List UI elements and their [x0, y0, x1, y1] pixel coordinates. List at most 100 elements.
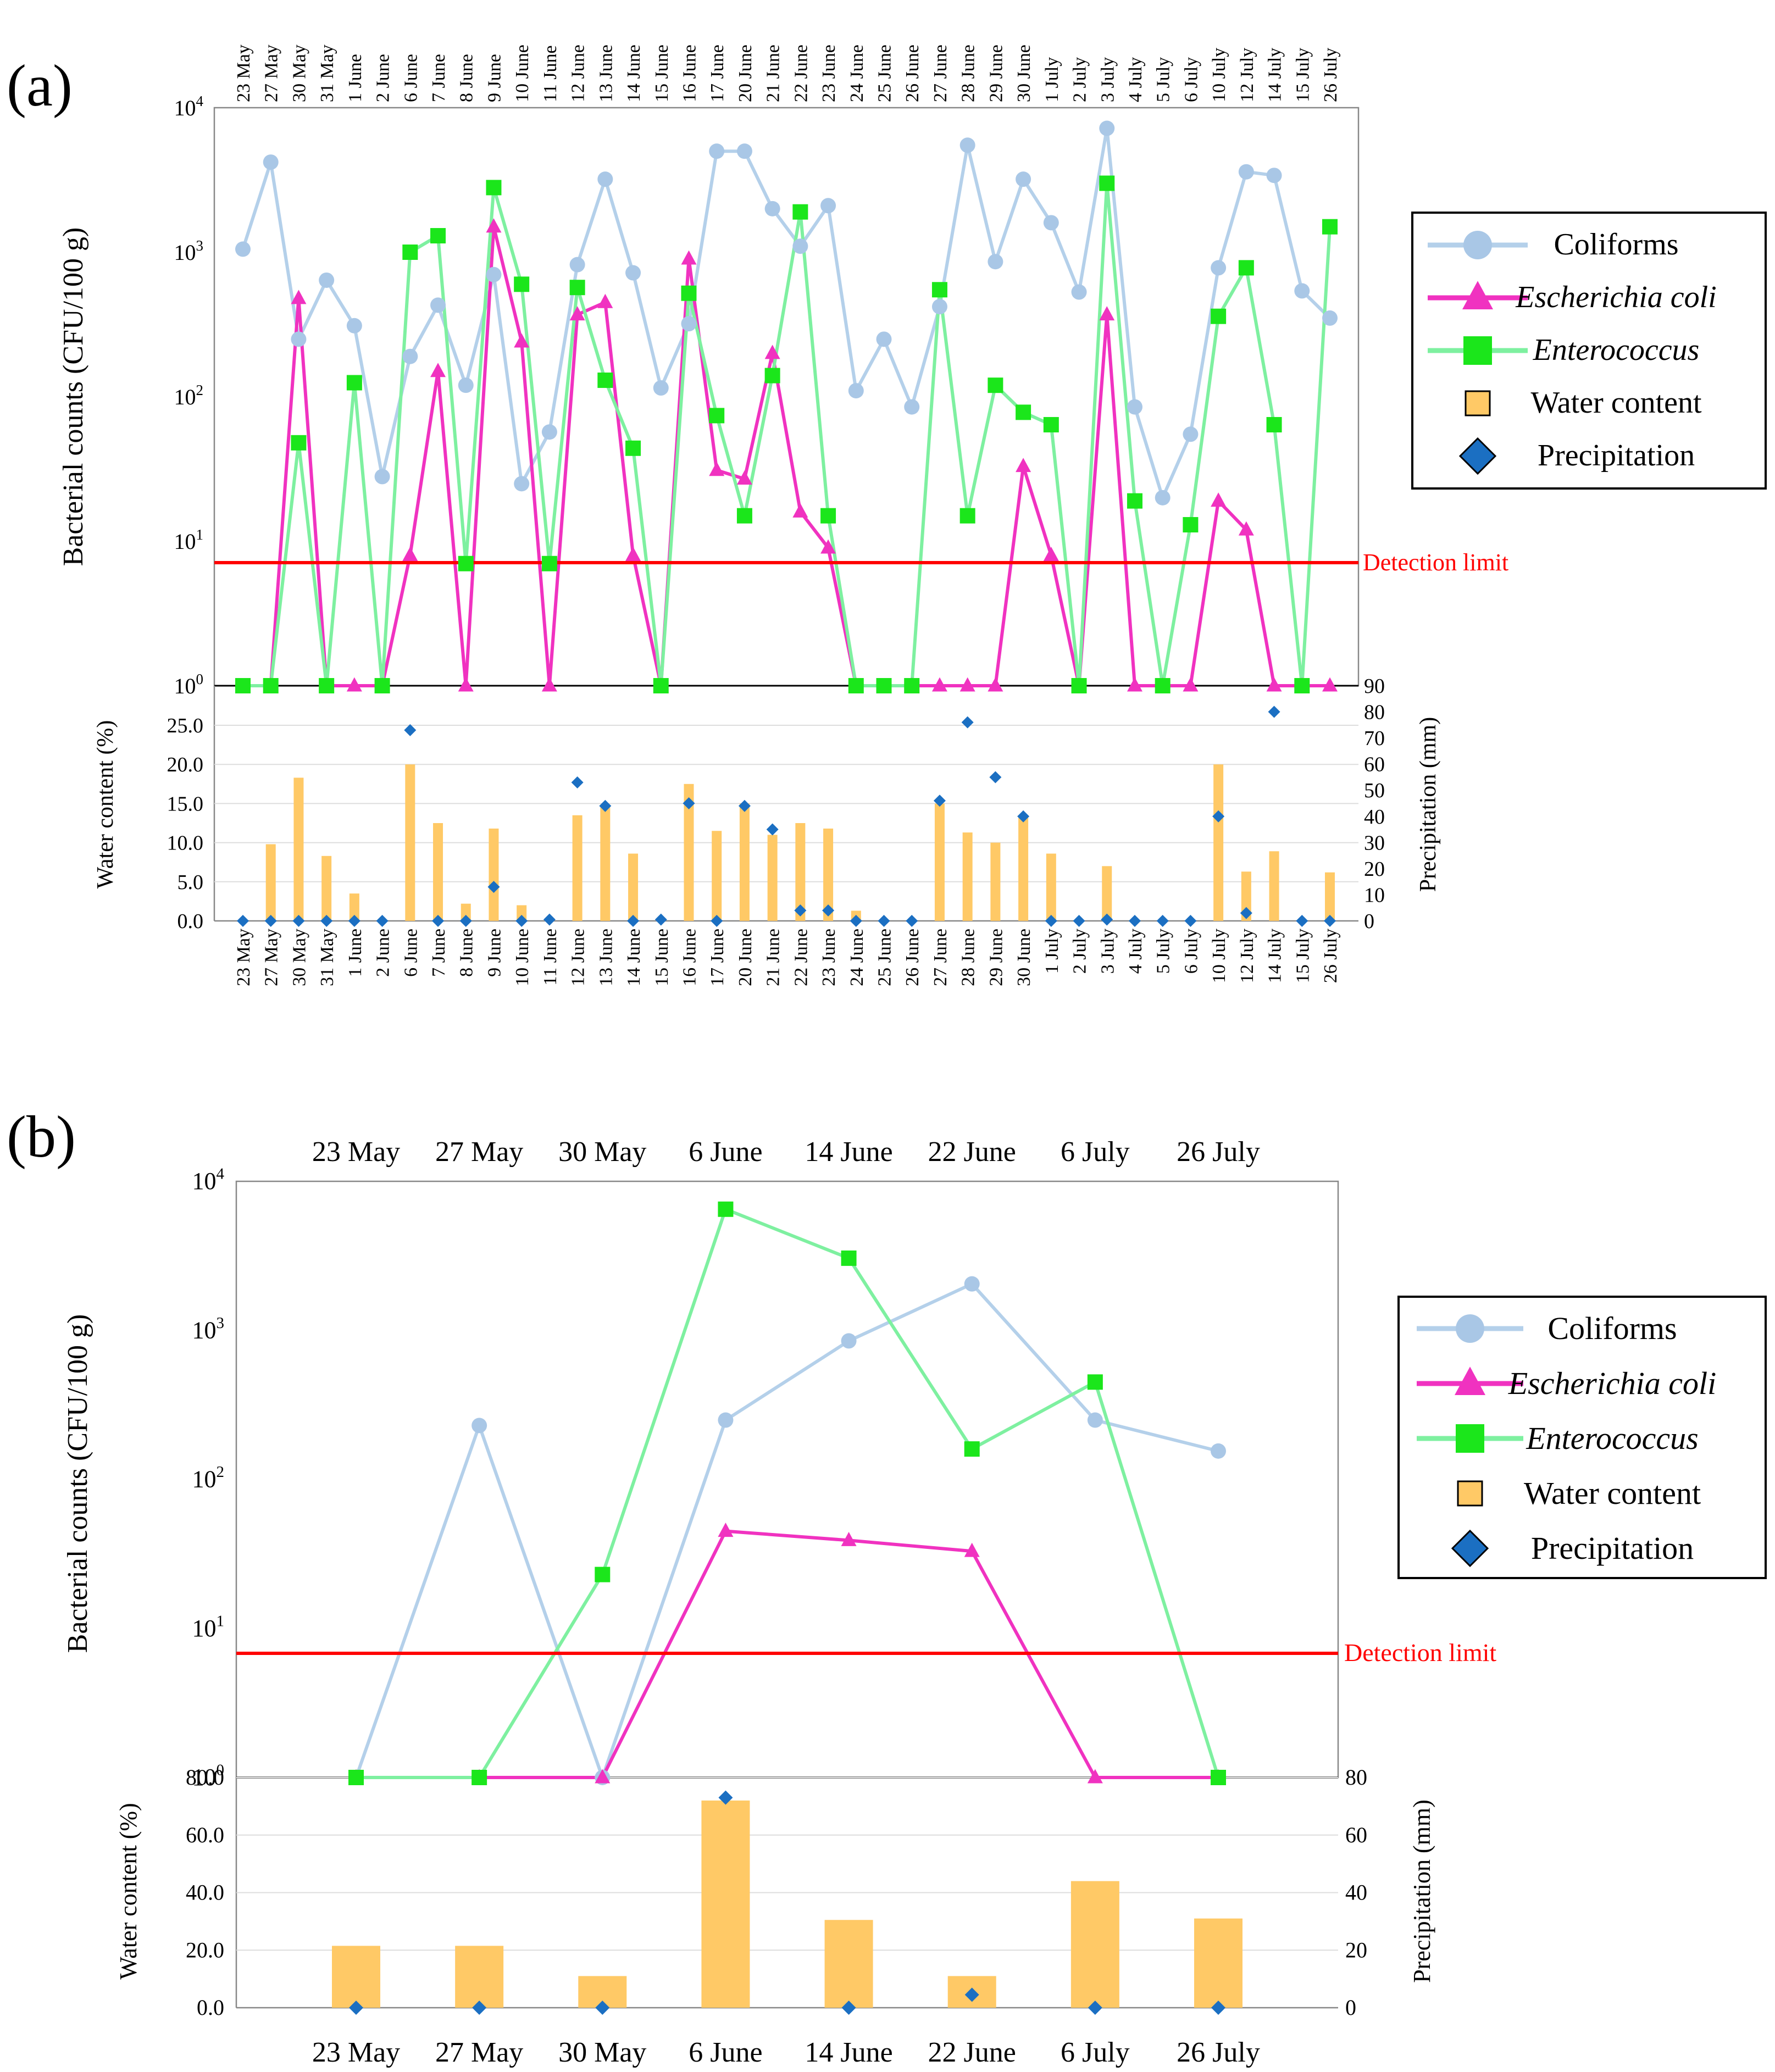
legend-b-coliforms: Coliforms	[1547, 1310, 1677, 1346]
coliforms-point-22-june	[964, 1276, 980, 1292]
top-date-14-june: 14 June	[805, 1136, 892, 1168]
legend-coliforms-marker	[1456, 1314, 1484, 1343]
water-bar-1-july	[1046, 853, 1056, 921]
bottom-date-27-june: 27 June	[930, 929, 951, 986]
bottom-date-5-july: 5 July	[1153, 929, 1174, 974]
precip-point-29-june	[989, 771, 1002, 784]
escherichia-coli-point-1-june	[346, 677, 362, 692]
coliforms-point-6-june	[718, 1412, 734, 1428]
escherichia-coli-point-14-june	[625, 547, 641, 561]
bottom-date-4-july: 4 July	[1125, 929, 1146, 974]
panel-a-legend: Coliforms Escherichia coli Enterococcus …	[1411, 212, 1767, 490]
precip-point-26-july	[1211, 2001, 1225, 2015]
enterococcus-point-26-june	[904, 678, 920, 693]
escherichia-coli-point-30-june	[1016, 458, 1031, 473]
precip-point-24-june	[850, 915, 862, 927]
legend-a-water: Water content	[1530, 386, 1702, 420]
coliforms-point-7-june	[430, 297, 446, 313]
water-bar-21-june	[767, 835, 778, 921]
enterococcus-point-15-july	[1294, 678, 1310, 693]
enterococcus-point-7-june	[430, 228, 446, 244]
y-tick-4: 104	[174, 93, 204, 120]
bottom-date-20-june: 20 June	[735, 929, 756, 986]
water-tick-40-0: 40.0	[186, 1880, 224, 1905]
top-date-27-may: 27 May	[262, 45, 282, 102]
y-tick-1: 101	[192, 1612, 225, 1641]
coliforms-point-14-june	[625, 265, 641, 281]
coliforms-point-23-june	[820, 198, 836, 214]
precip-tick-60: 60	[1364, 753, 1385, 776]
enterococcus-point-22-june	[792, 204, 808, 220]
coliforms-point-12-june	[569, 257, 585, 273]
bottom-date-1-july: 1 July	[1042, 929, 1062, 974]
top-date-24-june: 24 June	[847, 45, 867, 102]
precip-point-27-may	[472, 2001, 487, 2015]
precip-point-30-june	[1017, 810, 1030, 823]
bottom-date-22-june: 22 June	[928, 2037, 1016, 2068]
precip-point-26-july	[1324, 915, 1336, 927]
enterococcus-point-12-july	[1238, 260, 1254, 276]
enterococcus-point-23-may	[235, 678, 251, 693]
panel-b-y-axis-title: Bacterial counts (CFU/100 g)	[62, 1314, 93, 1653]
panel-b-detection-limit-label: Detection limit	[1344, 1638, 1496, 1667]
coliforms-point-5-july	[1155, 490, 1171, 505]
panel-a-bottom-date-labels: 23 May 27 May 30 May 31 May 1 June 2 June 6 Ju…	[234, 929, 1341, 986]
top-date-23-may: 23 May	[234, 45, 254, 102]
bottom-date-31-may: 31 May	[317, 929, 337, 986]
escherichia-coli-point-11-june	[541, 677, 557, 692]
escherichia-coli-point-14-july	[1266, 677, 1282, 692]
top-date-6-june: 6 June	[689, 1136, 762, 1168]
panel-label-b: (b)	[7, 1104, 76, 1170]
enterococcus-point-26-july	[1322, 219, 1338, 235]
enterococcus-point-14-june	[625, 440, 641, 456]
top-date-21-june: 21 June	[763, 45, 784, 102]
water-bar-14-june	[824, 1920, 873, 2008]
bottom-date-14-june: 14 June	[624, 929, 644, 986]
top-date-2-june: 2 June	[373, 54, 393, 102]
precip-tick-60: 60	[1345, 1823, 1367, 1847]
escherichia-coli-point-16-june	[681, 250, 697, 265]
coliforms-point-15-july	[1294, 283, 1310, 299]
coliforms-point-15-june	[653, 380, 669, 396]
panel-b-bottom-date-labels: 23 May 27 May 30 May 6 June 14 June 22 June 6 …	[312, 2037, 1260, 2068]
y-tick-1: 101	[174, 526, 204, 554]
escherichia-coli-point-6-june	[718, 1523, 734, 1537]
water-bar-23-june	[823, 828, 834, 921]
coliforms-point-2-june	[374, 469, 390, 485]
escherichia-coli-point-22-june	[792, 503, 808, 518]
coliforms-line	[354, 1282, 1219, 1779]
water-tick-25-0: 25.0	[167, 714, 204, 737]
bottom-date-14-june: 14 June	[805, 2037, 892, 2068]
bottom-date-12-july: 12 July	[1237, 929, 1257, 983]
coliforms-point-14-june	[841, 1333, 857, 1349]
panel-a-water-axis-title: Water content (%)	[93, 720, 118, 889]
precip-point-20-june	[738, 799, 751, 812]
enterococcus-point-16-june	[681, 285, 697, 301]
coliforms-point-26-july	[1322, 310, 1338, 326]
bottom-date-13-june: 13 June	[596, 929, 616, 986]
enterococcus-point-8-june	[458, 556, 474, 571]
bottom-date-26-july: 26 July	[1321, 929, 1341, 983]
panel-a-top-date-labels: 23 May 27 May 30 May 31 May 1 June 2 June 6 Ju…	[234, 45, 1341, 102]
precip-point-3-july	[1101, 913, 1113, 926]
water-bar-6-june	[405, 764, 415, 921]
panel-b-precip-axis-title: Precipitation (mm)	[1408, 1799, 1435, 1983]
bottom-date-6-july: 6 July	[1061, 2037, 1130, 2068]
precip-point-14-july	[1268, 706, 1280, 718]
enterococcus-point-3-july	[1099, 175, 1115, 191]
enterococcus-point-31-may	[319, 678, 335, 693]
y-tick-0: 100	[192, 1762, 225, 1791]
precip-tick-0: 0	[1364, 910, 1374, 933]
enterococcus-point-27-may	[472, 1770, 487, 1785]
precip-tick-50: 50	[1364, 779, 1385, 802]
bottom-date-6-june: 6 June	[689, 2037, 762, 2068]
precip-point-31-may	[320, 915, 333, 927]
panel-a-y-axis-title: Bacterial counts (CFU/100 g)	[58, 227, 89, 566]
enterococcus-line	[243, 181, 1332, 687]
precip-point-13-june	[599, 799, 612, 812]
top-date-25-june: 25 June	[875, 45, 895, 102]
bottom-date-30-may: 30 May	[558, 2037, 646, 2068]
legend-a-precip: Precipitation	[1538, 438, 1695, 473]
top-date-17-june: 17 June	[707, 45, 728, 102]
bottom-date-11-june: 11 June	[540, 929, 561, 986]
